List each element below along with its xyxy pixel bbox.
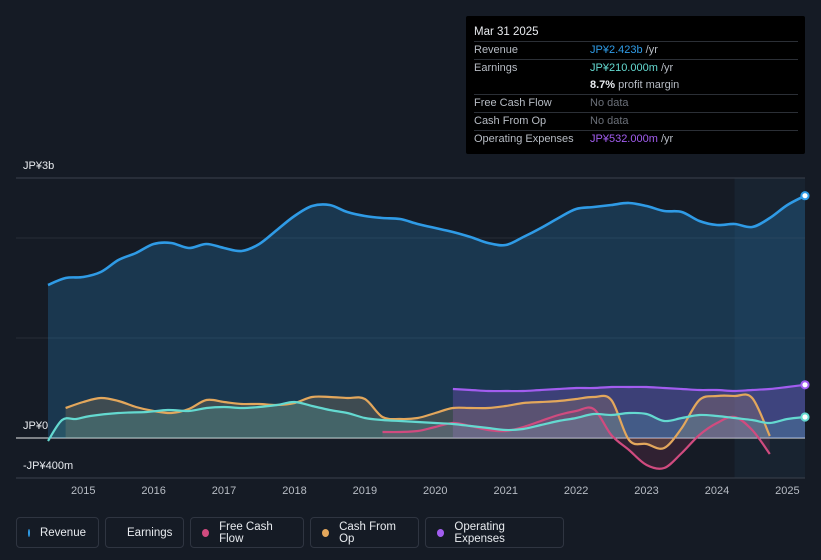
tooltip-unit: /yr xyxy=(657,62,674,74)
tooltip-value: 8.7% xyxy=(590,79,616,91)
series-lines xyxy=(47,194,806,470)
x-tick-label: 2018 xyxy=(282,485,307,497)
operating-expenses-dot-icon xyxy=(437,528,445,537)
tooltip-value: No data xyxy=(590,97,629,109)
tooltip-label: Revenue xyxy=(474,44,519,56)
tooltip-date: Mar 31 2025 xyxy=(474,26,539,38)
gridlines xyxy=(16,177,805,479)
tooltip-row-revenue: Revenue JP¥2.423b /yr xyxy=(474,41,798,59)
tooltip-value: JP¥532.000m xyxy=(590,133,658,145)
tooltip-label xyxy=(474,77,590,94)
x-tick-label: 2025 xyxy=(775,485,800,497)
tooltip-value: No data xyxy=(590,115,629,127)
legend-cash-from-op[interactable]: Cash From Op xyxy=(310,517,419,548)
tooltip-value: JP¥210.000m xyxy=(590,62,658,74)
x-tick-label: 2016 xyxy=(141,485,166,497)
revenue-end-marker[interactable] xyxy=(800,191,810,201)
series-end-markers xyxy=(800,191,810,422)
x-tick-label: 2020 xyxy=(423,485,448,497)
earnings-line[interactable] xyxy=(47,400,806,442)
x-tick-label: 2023 xyxy=(634,485,659,497)
tooltip-row-margin: 8.7% profit margin xyxy=(474,77,798,94)
tooltip-unit: profit margin xyxy=(615,79,680,91)
x-tick-label: 2022 xyxy=(563,485,589,497)
highlight-band xyxy=(734,178,805,478)
earnings-end-marker[interactable] xyxy=(800,412,810,422)
earnings-area xyxy=(48,401,805,441)
tooltip-panel: Mar 31 2025 Revenue JP¥2.423b /yr Earnin… xyxy=(466,16,805,154)
legend-label: Free Cash Flow xyxy=(219,520,273,545)
legend-label: Revenue xyxy=(39,526,86,539)
tooltip-label: Cash From Op xyxy=(474,115,547,127)
operating-expenses-end-marker[interactable] xyxy=(800,380,810,390)
free-cash-flow-dot-icon xyxy=(202,528,210,537)
y-label-bottom: -JP¥400m xyxy=(23,460,74,472)
tooltip-row-opex: Operating Expenses JP¥532.000m /yr xyxy=(474,130,798,148)
tooltip-row-earnings: Earnings JP¥210.000m /yr xyxy=(474,59,798,77)
cash-from-op-dot-icon xyxy=(322,528,330,537)
x-tick-label: 2019 xyxy=(352,485,378,497)
free-cash-flow-area xyxy=(382,407,770,469)
x-tick-label: 2021 xyxy=(493,485,518,497)
tooltip-value: JP¥2.423b xyxy=(590,44,643,56)
legend-label: Earnings xyxy=(127,526,173,539)
revenue-area xyxy=(48,195,805,438)
tooltip-row-fcf: Free Cash Flow No data xyxy=(474,94,798,112)
x-tick-label: 2017 xyxy=(211,485,237,497)
tooltip-label: Free Cash Flow xyxy=(474,97,552,109)
legend-label: Operating Expenses xyxy=(454,520,505,545)
tooltip-row-cfo: Cash From Op No data xyxy=(474,112,798,130)
x-tick-label: 2015 xyxy=(70,485,96,497)
tooltip-unit: /yr xyxy=(642,44,658,56)
legend-free-cash-flow[interactable]: Free Cash Flow xyxy=(190,517,304,548)
y-label-top: JP¥3b xyxy=(23,160,55,172)
legend-earnings[interactable]: Earnings xyxy=(105,517,184,548)
tooltip-label: Earnings xyxy=(474,62,518,74)
tooltip-label: Operating Expenses xyxy=(474,133,574,145)
x-tick-label: 2024 xyxy=(704,485,730,497)
revenue-line[interactable] xyxy=(47,194,806,287)
series-areas xyxy=(48,195,805,469)
revenue-dot-icon xyxy=(28,528,30,537)
tooltip-unit: /yr xyxy=(657,133,674,145)
legend-operating-expenses[interactable]: Operating Expenses xyxy=(425,517,564,548)
y-label-zero: JP¥0 xyxy=(23,420,49,432)
legend-label: Cash From Op xyxy=(339,520,396,545)
operating-expenses-line[interactable] xyxy=(452,383,806,393)
legend-revenue[interactable]: Revenue xyxy=(16,517,99,548)
